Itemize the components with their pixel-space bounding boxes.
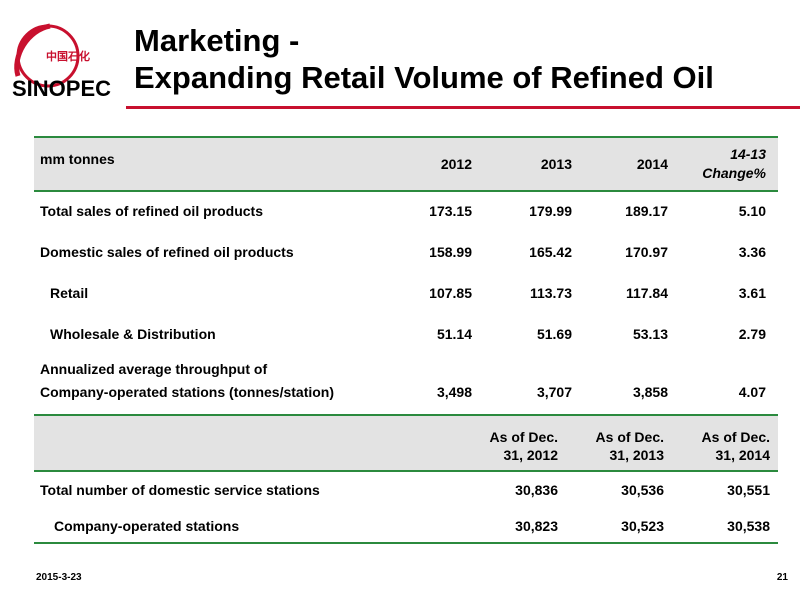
sinopec-logo-icon: 中国石化 SINOPEC xyxy=(12,23,111,101)
logo-chinese-text: 中国石化 xyxy=(46,49,90,63)
row-label: Retail xyxy=(50,285,89,301)
row-value-col3: 30,551 xyxy=(727,482,770,498)
row-value-2013: 165.42 xyxy=(529,244,572,260)
header-2014: 2014 xyxy=(636,156,668,172)
table2-bottom-rule xyxy=(34,542,778,544)
header-change-1: 14-13 xyxy=(730,146,766,162)
table1-header-rule xyxy=(34,190,778,192)
row-value-2013: 51.69 xyxy=(536,326,572,342)
row-value-col1: 30,836 xyxy=(515,482,558,498)
row-value-2014: 189.17 xyxy=(625,203,668,219)
row-change: 2.79 xyxy=(738,326,766,342)
table2-top-rule xyxy=(34,414,778,416)
row-label-line-1: Annualized average throughput of xyxy=(40,361,268,377)
row-value-2014: 117.84 xyxy=(625,285,668,301)
header-unit: mm tonnes xyxy=(40,151,115,167)
sinopec-logo: 中国石化 SINOPEC xyxy=(10,16,128,108)
row-change: 4.07 xyxy=(738,384,766,400)
row-value-2014: 3,858 xyxy=(632,384,668,400)
row-value-2012: 173.15 xyxy=(429,203,472,219)
row-value-2012: 158.99 xyxy=(429,244,472,260)
row-value-2012: 107.85 xyxy=(429,285,472,301)
row-value-col1: 30,823 xyxy=(515,518,558,534)
row-label: Wholesale & Distribution xyxy=(50,326,216,342)
header-2013: 2013 xyxy=(540,156,572,172)
row-value-2014: 53.13 xyxy=(632,326,668,342)
title-divider xyxy=(126,106,800,109)
row-value-2012: 51.14 xyxy=(436,326,472,342)
row-value-2014: 170.97 xyxy=(625,244,668,260)
row-label: Domestic sales of refined oil products xyxy=(40,244,294,260)
header-col2-line-2: 31, 2013 xyxy=(609,447,665,463)
header-col1-line-2: 31, 2012 xyxy=(503,447,559,463)
footer-date: 2015-3-23 xyxy=(36,572,82,583)
row-value-2013: 179.99 xyxy=(529,203,572,219)
logo-english-text: SINOPEC xyxy=(12,76,111,101)
row-label: Total sales of refined oil products xyxy=(40,203,263,219)
table2-header-rule xyxy=(34,470,778,472)
header-col2-line-1: As of Dec. xyxy=(595,429,664,445)
page-title: Marketing - Expanding Retail Volume of R… xyxy=(134,22,714,96)
title-line-2: Expanding Retail Volume of Refined Oil xyxy=(134,60,714,95)
row-change: 5.10 xyxy=(738,203,766,219)
row-label: Total number of domestic service station… xyxy=(40,482,320,498)
page-number: 21 xyxy=(776,572,788,583)
row-value-2013: 3,707 xyxy=(536,384,572,400)
table2-header-band xyxy=(34,416,778,470)
title-line-1: Marketing - xyxy=(134,23,300,58)
row-value-col3: 30,538 xyxy=(727,518,770,534)
row-value-2013: 113.73 xyxy=(529,285,572,301)
row-value-col2: 30,523 xyxy=(621,518,664,534)
row-change: 3.61 xyxy=(738,285,766,301)
row-change: 3.36 xyxy=(738,244,766,260)
table1-top-rule xyxy=(34,136,778,138)
header-col3-line-1: As of Dec. xyxy=(701,429,770,445)
row-value-2012: 3,498 xyxy=(436,384,472,400)
row-label: Company-operated stations xyxy=(54,518,240,534)
header-col3-line-2: 31, 2014 xyxy=(715,447,771,463)
header-2012: 2012 xyxy=(440,156,472,172)
header-change-2: Change% xyxy=(702,165,766,181)
row-value-col2: 30,536 xyxy=(621,482,664,498)
header-col1-line-1: As of Dec. xyxy=(489,429,558,445)
row-label-line-2: Company-operated stations (tonnes/statio… xyxy=(40,384,335,400)
table1-header-band xyxy=(34,138,778,190)
